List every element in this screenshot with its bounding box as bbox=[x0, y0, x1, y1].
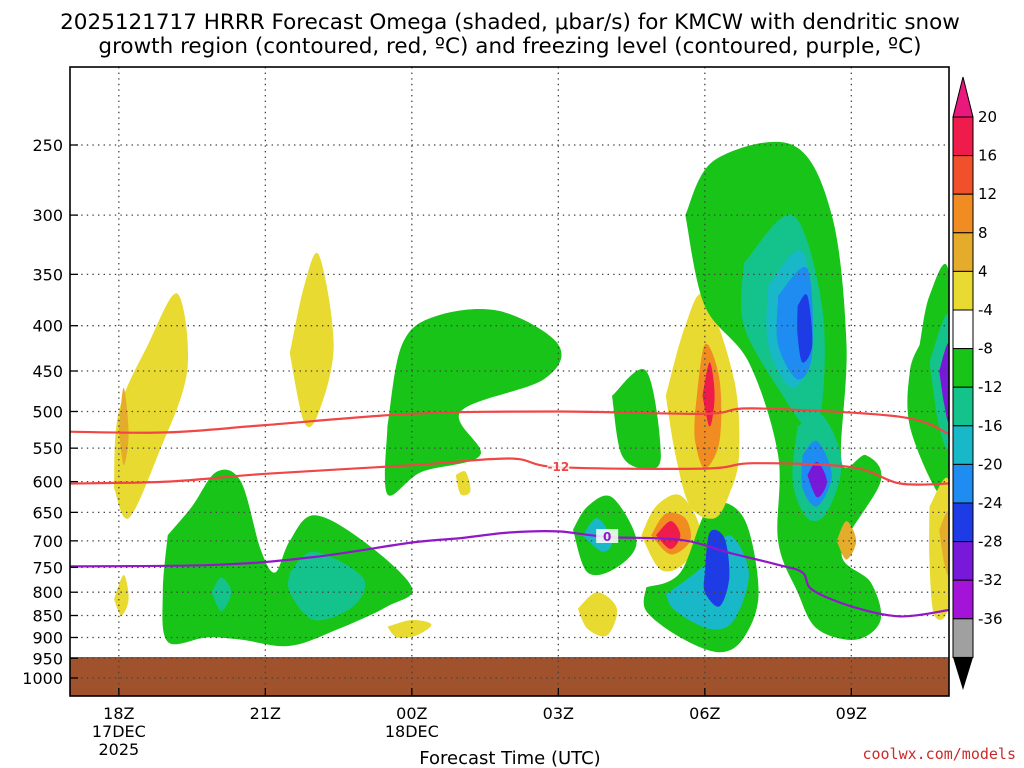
omega-region-20 bbox=[703, 529, 730, 607]
colorbar-segment-13 bbox=[952, 579, 974, 620]
colorbar-segment-6 bbox=[952, 309, 974, 350]
x-tick-label-18Z: 18Z bbox=[103, 704, 134, 723]
colorbar-label--16: -16 bbox=[978, 417, 1003, 435]
colorbar-label--4: -4 bbox=[978, 301, 993, 319]
colorbar-label--24: -24 bbox=[978, 494, 1003, 512]
colorbar-segment-12 bbox=[952, 541, 974, 581]
omega-region-37 bbox=[939, 510, 949, 576]
contour-label-bg-2 bbox=[547, 459, 570, 474]
pressure-gridlines bbox=[70, 67, 949, 696]
omega-region-5 bbox=[162, 469, 413, 647]
omega-region-28 bbox=[797, 294, 813, 363]
colorbar-segment-5 bbox=[952, 270, 974, 311]
omega-region-2 bbox=[118, 387, 129, 466]
omega-region-4 bbox=[289, 252, 334, 428]
colorbar-label-20: 20 bbox=[978, 108, 997, 126]
colorbar-segment-3 bbox=[952, 193, 974, 234]
colorbar-segment-11 bbox=[952, 502, 974, 543]
omega-region-12 bbox=[612, 369, 661, 469]
x-tick-label-21Z: 21Z bbox=[250, 704, 281, 723]
omega-region-33 bbox=[907, 264, 949, 499]
y-tick-label-300: 300 bbox=[32, 206, 63, 225]
x-axis-label: Forecast Time (UTC) bbox=[419, 748, 600, 768]
colorbar-label-8: 8 bbox=[978, 224, 988, 242]
x-tick-label-09Z: 09Z bbox=[836, 704, 867, 723]
omega-region-10 bbox=[387, 619, 432, 639]
y-tick-label-750: 750 bbox=[32, 558, 63, 577]
x-tick-date-18Z: 17DEC bbox=[92, 722, 146, 741]
y-tick-label-600: 600 bbox=[32, 473, 63, 492]
colorbar-segment-7 bbox=[952, 348, 974, 388]
colorbar-label--32: -32 bbox=[978, 571, 1003, 589]
contour-label-2: -12 bbox=[547, 460, 569, 474]
colorbar-segment-14 bbox=[952, 618, 974, 658]
colorbar-segment-2 bbox=[952, 155, 974, 195]
chart-title-line1: 2025121717 HRRR Forecast Omega (shaded, … bbox=[60, 10, 960, 35]
x-tick-year-18Z: 2025 bbox=[98, 740, 139, 759]
y-tick-label-400: 400 bbox=[32, 317, 63, 336]
contour-label-bg-3 bbox=[596, 529, 619, 544]
y-tick-label-800: 800 bbox=[32, 583, 63, 602]
colorbar-segment-1 bbox=[952, 116, 974, 157]
omega-region-8 bbox=[384, 308, 562, 496]
y-tick-label-250: 250 bbox=[32, 136, 63, 155]
colorbar-segment-10 bbox=[952, 463, 974, 504]
chart-title-line2: growth region (contoured, red, ºC) and f… bbox=[98, 34, 921, 59]
y-tick-label-1000: 1000 bbox=[22, 669, 63, 688]
omega-region-11 bbox=[577, 592, 618, 637]
omega-region-17 bbox=[656, 521, 681, 549]
colorbar: 20 16 12 8 4 -4 -8 -12 -16 -20 -24 -28 -32 -36 bbox=[952, 76, 1003, 690]
y-tick-label-350: 350 bbox=[32, 265, 63, 284]
x-tick-label-06Z: 06Z bbox=[689, 704, 720, 723]
colorbar-segment-4 bbox=[952, 232, 974, 272]
omega-shading bbox=[114, 141, 949, 653]
contour-lines: -12 0 bbox=[70, 407, 949, 618]
x-tick-date-00Z: 18DEC bbox=[385, 722, 439, 741]
colorbar-top-arrow bbox=[952, 76, 974, 118]
colorbar-label--12: -12 bbox=[978, 378, 1003, 396]
colorbar-label-4: 4 bbox=[978, 262, 988, 280]
x-tick-label-03Z: 03Z bbox=[543, 704, 574, 723]
omega-region-6 bbox=[211, 577, 232, 611]
colorbar-label--36: -36 bbox=[978, 610, 1003, 628]
plot-frame bbox=[69, 66, 950, 697]
contour-line-1 bbox=[70, 407, 949, 435]
y-tick-label-500: 500 bbox=[32, 403, 63, 422]
ground-terrain bbox=[70, 657, 949, 696]
y-tick-label-650: 650 bbox=[32, 503, 63, 522]
colorbar-segment-8 bbox=[952, 386, 974, 427]
y-tick-label-450: 450 bbox=[32, 362, 63, 381]
y-tick-label-900: 900 bbox=[32, 628, 63, 647]
colorbar-label--20: -20 bbox=[978, 455, 1003, 473]
colorbar-segment-9 bbox=[952, 425, 974, 465]
contour-label-3: 0 bbox=[603, 530, 611, 544]
colorbar-label-16: 16 bbox=[978, 147, 997, 165]
omega-region-31 bbox=[807, 461, 827, 498]
omega-region-34 bbox=[929, 313, 949, 449]
x-tick-label-00Z: 00Z bbox=[396, 704, 427, 723]
omega-region-23 bbox=[702, 362, 715, 427]
pressure-axis: 250 300 350 400 450 500 550 600 650 700 750 800 850 9… bbox=[22, 136, 78, 688]
omega-region-1 bbox=[114, 293, 189, 519]
y-tick-label-850: 850 bbox=[32, 607, 63, 626]
colorbar-label--8: -8 bbox=[978, 340, 993, 358]
colorbar-bottom-arrow bbox=[953, 657, 973, 690]
omega-region-36 bbox=[929, 477, 949, 620]
colorbar-label--28: -28 bbox=[978, 533, 1003, 551]
y-tick-label-950: 950 bbox=[32, 649, 63, 668]
y-tick-label-550: 550 bbox=[32, 439, 63, 458]
colorbar-label-12: 12 bbox=[978, 185, 997, 203]
y-tick-label-700: 700 bbox=[32, 532, 63, 551]
omega-region-35 bbox=[939, 343, 949, 423]
omega-region-7 bbox=[287, 551, 366, 621]
credit-text: coolwx.com/models bbox=[862, 745, 1016, 763]
omega-region-9 bbox=[455, 471, 471, 496]
omega-region-3 bbox=[114, 575, 129, 616]
